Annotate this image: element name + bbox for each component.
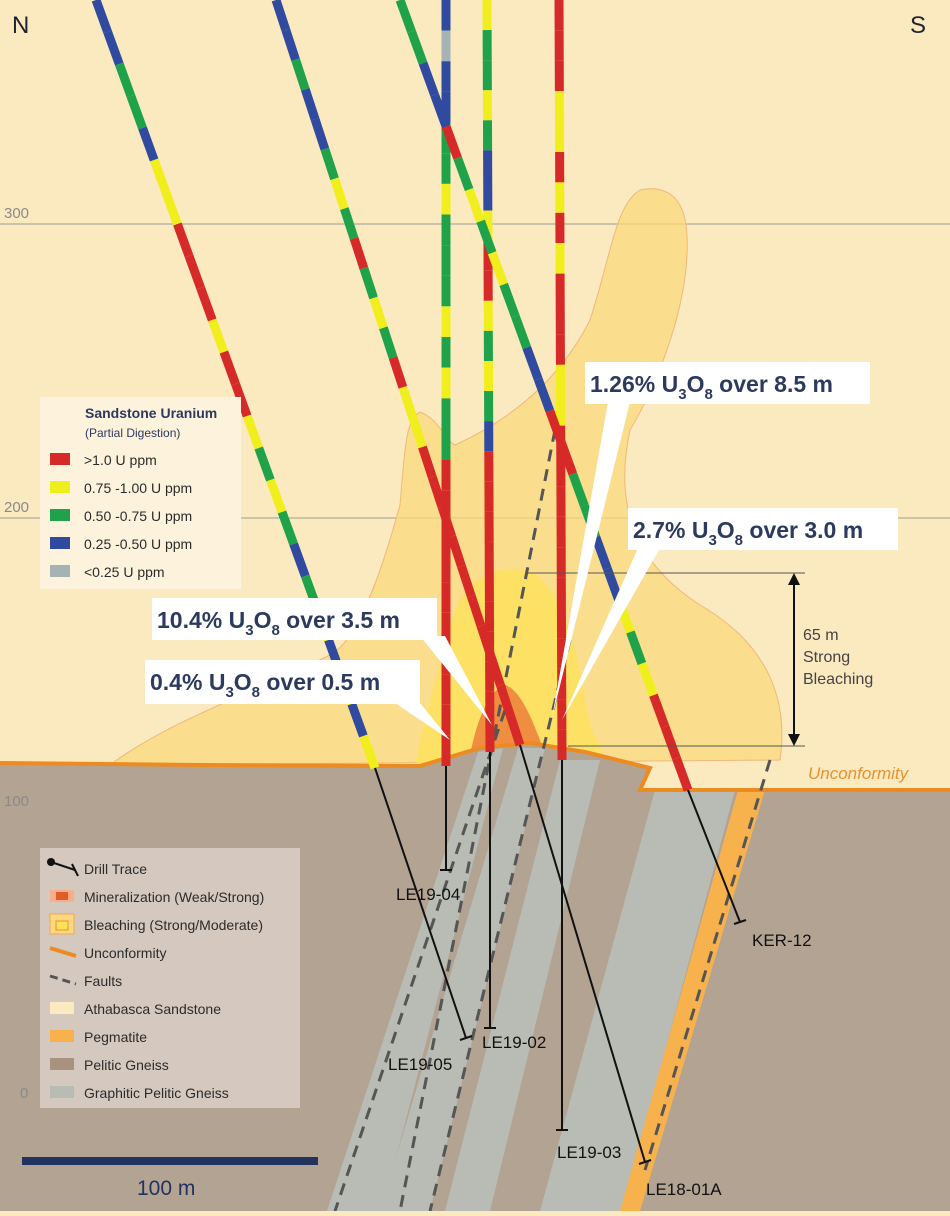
geology-legend-item-3: Bleaching (Strong/Moderate) <box>84 917 263 933</box>
pelitic-gneiss-swatch <box>50 1058 74 1070</box>
uranium-legend-item-4: 0.25 -0.50 U ppm <box>84 536 192 552</box>
bleaching-strong-label: Strong <box>803 649 850 666</box>
swatch-gt-1 <box>50 453 70 465</box>
uranium-legend-item-2: 0.75 -1.00 U ppm <box>84 480 192 496</box>
mineralization-swatch-strong <box>56 892 68 900</box>
sandstone-swatch <box>50 1002 74 1014</box>
geology-legend: Drill Trace Mineralization (Weak/Strong)… <box>40 848 300 1108</box>
elevation-label-0: 0 <box>20 1085 28 1102</box>
scale-bar-line <box>22 1157 318 1165</box>
elevation-label-300: 300 <box>4 205 29 222</box>
geology-legend-item-8: Pelitic Gneiss <box>84 1057 169 1073</box>
graphitic-gneiss-swatch <box>50 1086 74 1098</box>
uranium-legend-subtitle: (Partial Digestion) <box>85 426 180 440</box>
elevation-label-200: 200 <box>4 499 29 516</box>
hole-label-le19-03: LE19-03 <box>557 1143 621 1162</box>
swatch-075-100 <box>50 481 70 493</box>
hole-label-le19-02: LE19-02 <box>482 1033 546 1052</box>
uranium-legend-title: Sandstone Uranium <box>85 405 217 421</box>
south-label: S <box>910 12 926 39</box>
callout-1: 1.26% U3O8 over 8.5 m <box>585 362 870 404</box>
uranium-legend-item-1: >1.0 U ppm <box>84 452 157 468</box>
geology-legend-item-2: Mineralization (Weak/Strong) <box>84 889 264 905</box>
pegmatite-swatch <box>50 1030 74 1042</box>
swatch-lt-025 <box>50 565 70 577</box>
geology-legend-item-7: Pegmatite <box>84 1029 147 1045</box>
callout-4: 0.4% U3O8 over 0.5 m <box>145 660 420 704</box>
north-label: N <box>12 12 29 39</box>
bleaching-word-label: Bleaching <box>803 671 873 688</box>
geology-legend-item-1: Drill Trace <box>84 861 147 877</box>
geology-legend-item-5: Faults <box>84 973 122 989</box>
uranium-legend-item-3: 0.50 -0.75 U ppm <box>84 508 192 524</box>
hole-label-le19-05: LE19-05 <box>388 1055 452 1074</box>
hole-label-le18-01a: LE18-01A <box>646 1180 722 1199</box>
swatch-050-075 <box>50 509 70 521</box>
hole-label-ker-12: KER-12 <box>752 931 812 950</box>
bleaching-thickness: 65 m <box>803 627 839 644</box>
unconformity-label: Unconformity <box>808 764 910 783</box>
uranium-legend: Sandstone Uranium (Partial Digestion) >1… <box>40 397 241 589</box>
bleaching-swatch-strong <box>56 921 68 930</box>
geology-legend-item-4: Unconformity <box>84 945 166 961</box>
uranium-legend-item-5: <0.25 U ppm <box>84 564 165 580</box>
geology-legend-box <box>40 848 300 1108</box>
hole-label-le19-04: LE19-04 <box>396 885 460 904</box>
callout-3: 10.4% U3O8 over 3.5 m <box>152 598 437 640</box>
geology-legend-item-6: Athabasca Sandstone <box>84 1001 221 1017</box>
geology-legend-item-9: Graphitic Pelitic Gneiss <box>84 1085 229 1101</box>
elevation-label-100: 100 <box>4 793 29 810</box>
swatch-025-050 <box>50 537 70 549</box>
callout-2: 2.7% U3O8 over 3.0 m <box>628 508 898 550</box>
scale-bar-label: 100 m <box>137 1177 195 1200</box>
